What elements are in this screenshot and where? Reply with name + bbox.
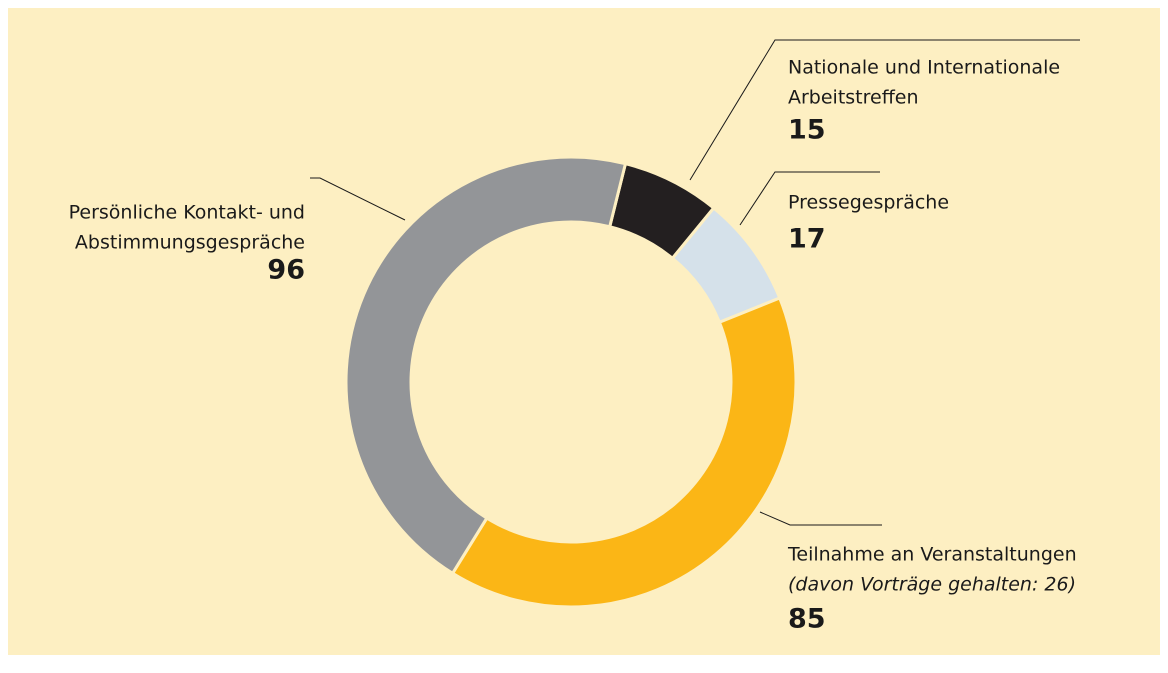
slice-label: Nationale und Internationale <box>788 57 1060 79</box>
donut-slice <box>344 155 628 576</box>
slice-label: Arbeitstreffen <box>788 87 919 109</box>
leader-line <box>310 177 406 221</box>
slice-value: 96 <box>267 255 305 286</box>
slice-label: Pressegespräche <box>788 192 949 214</box>
slice-value: 15 <box>788 115 826 146</box>
slice-value: 85 <box>788 604 826 635</box>
annotation: (davon Vorträge gehalten: 26) <box>788 574 1076 596</box>
slice-label: Persönliche Kontakt- und <box>69 202 305 224</box>
leader-line <box>759 511 882 526</box>
slice-value: 17 <box>788 224 826 255</box>
leader-line <box>689 39 1080 181</box>
donut-slice <box>450 296 798 609</box>
slice-label: Teilnahme an Veranstaltungen <box>787 544 1077 566</box>
leader-line <box>739 171 880 226</box>
slice-label: Abstimmungsgespräche <box>75 232 305 254</box>
